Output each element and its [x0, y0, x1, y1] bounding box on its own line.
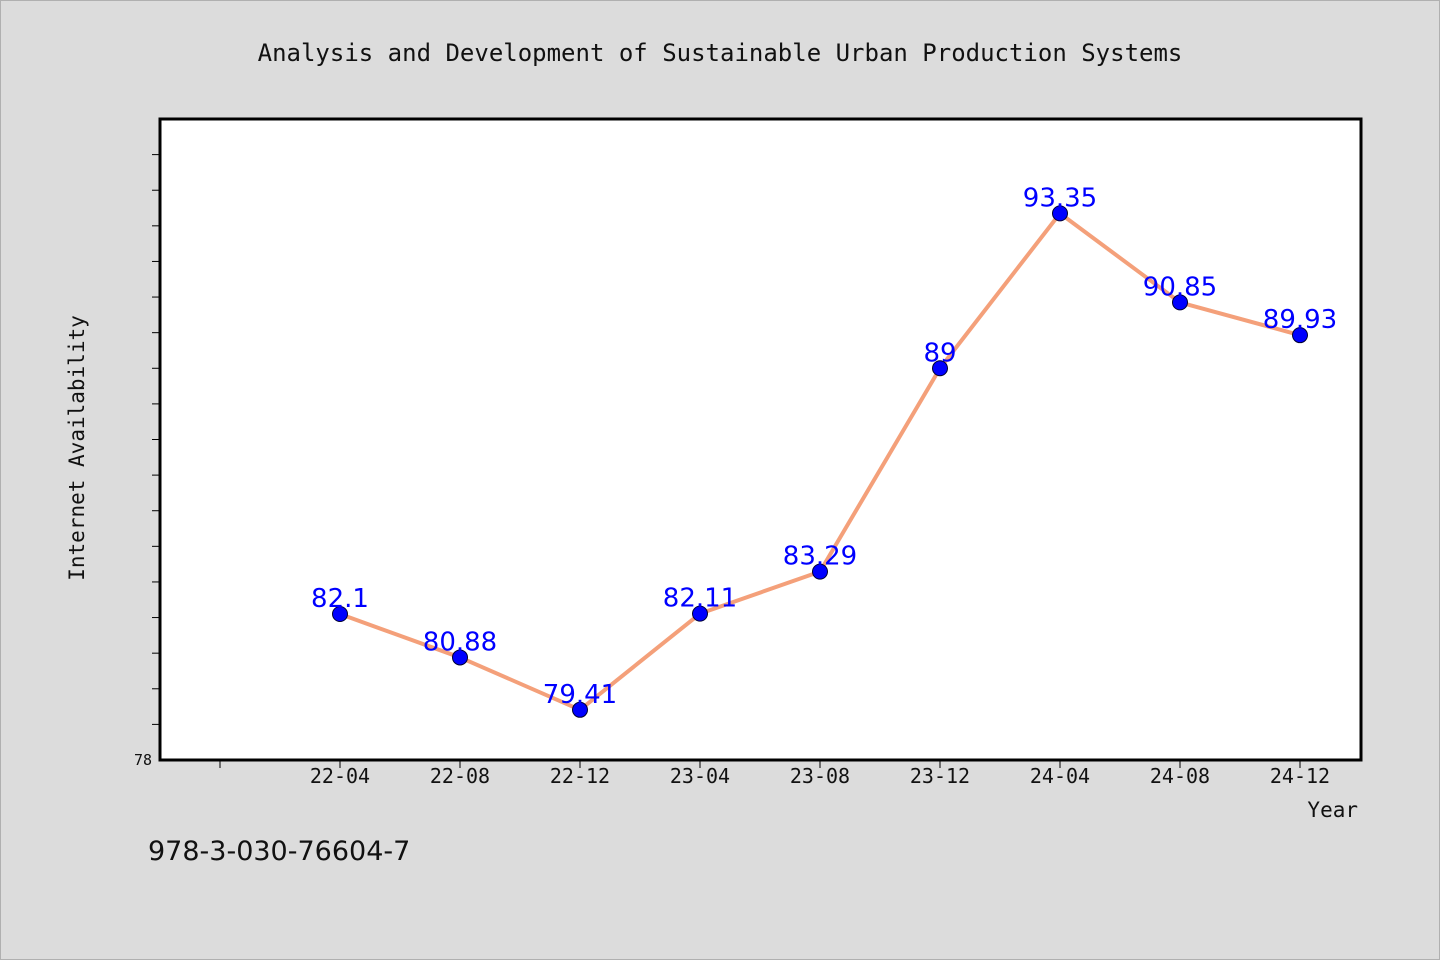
x-tick-label: 23-12: [910, 764, 970, 788]
x-tick-label: 22-08: [430, 764, 490, 788]
x-tick-label: 22-12: [550, 764, 610, 788]
data-point: [1172, 294, 1188, 311]
data-point: [1292, 327, 1308, 344]
data-label: 89.93: [1263, 305, 1337, 335]
data-label: 80.88: [423, 627, 497, 657]
x-axis-label: Year: [1307, 798, 1358, 822]
data-label: 89: [923, 338, 956, 368]
data-label: 90.85: [1143, 272, 1217, 302]
x-tick-label: 24-04: [1030, 764, 1090, 788]
data-point: [932, 360, 948, 377]
data-point: [1052, 205, 1068, 222]
x-tick-label: 23-08: [790, 764, 850, 788]
data-point: [812, 563, 828, 580]
x-tick-label: 24-08: [1150, 764, 1210, 788]
chart-title: Analysis and Development of Sustainable …: [258, 39, 1183, 67]
axes-layer: 78 22-04 22-08 22-12 23-04 23-08 23-12 24-04 24-…: [134, 154, 1330, 788]
data-label: 83.29: [783, 542, 857, 572]
x-tick-label: 24-12: [1270, 764, 1330, 788]
x-tick-label: 23-04: [670, 764, 730, 788]
data-point: [692, 605, 708, 622]
plot-area: [158, 117, 1363, 762]
data-label: 93.35: [1023, 183, 1097, 213]
y-tick-label: 78: [134, 751, 152, 769]
data-label: 82.11: [663, 584, 737, 614]
data-label: 82.1: [311, 584, 369, 614]
data-point: [332, 605, 348, 622]
data-point: [572, 701, 588, 718]
data-label: 79.41: [543, 680, 617, 710]
x-tick-label: 22-04: [310, 764, 370, 788]
y-axis-label: Internet Availability: [65, 315, 89, 581]
isbn-text: 978-3-030-76604-7: [148, 836, 411, 867]
data-point: [452, 649, 468, 666]
series-layer: 82.1 80.88 79.41 82.11 83.29 89 93.35 90.85 89.9…: [311, 183, 1337, 718]
